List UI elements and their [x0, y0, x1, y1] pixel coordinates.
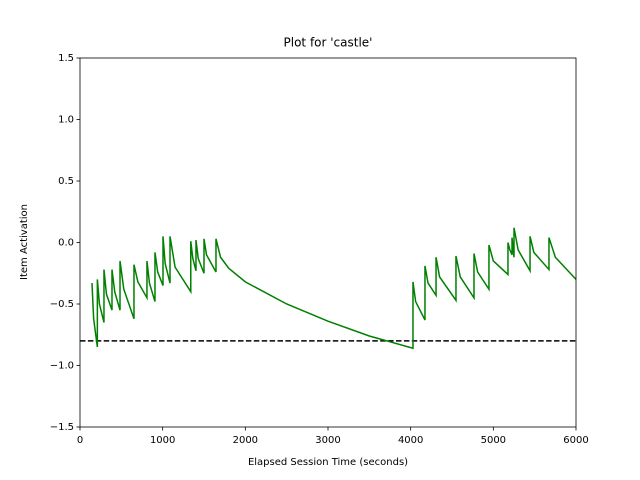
y-tick-label: 1.0 [58, 115, 74, 126]
y-tick-label: −1.5 [50, 422, 74, 433]
x-tick-label: 1000 [150, 435, 175, 446]
x-tick-label: 5000 [481, 435, 506, 446]
x-tick-label: 4000 [398, 435, 423, 446]
x-tick-label: 3000 [315, 435, 340, 446]
y-tick-label: 1.5 [58, 53, 74, 64]
data-line [91, 227, 577, 350]
x-tick-label: 2000 [233, 435, 258, 446]
x-tick-label: 6000 [563, 435, 588, 446]
y-tick-label: 0.5 [58, 176, 74, 187]
y-tick-label: −0.5 [50, 299, 74, 310]
x-tick-label: 0 [77, 435, 83, 446]
y-tick-label: 0.0 [58, 238, 74, 249]
chart-title: Plot for 'castle' [284, 36, 373, 50]
x-axis-label: Elapsed Session Time (seconds) [248, 457, 408, 468]
y-axis-label: Item Activation [19, 204, 30, 280]
y-tick-label: −1.0 [50, 361, 74, 372]
plot-frame [79, 57, 577, 428]
